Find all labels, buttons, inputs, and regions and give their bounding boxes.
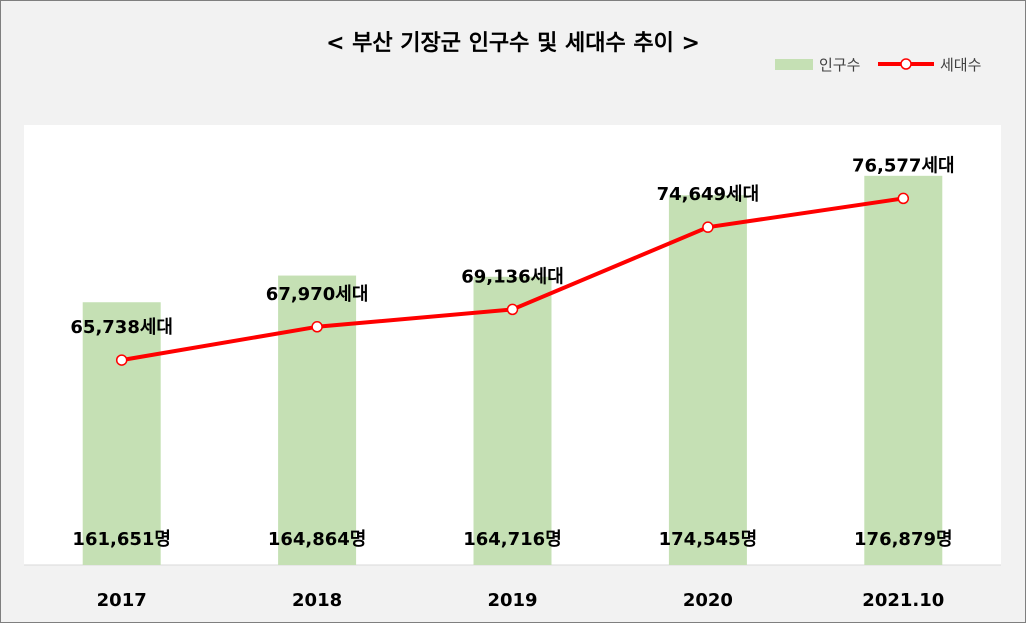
households-label-2020: 74,649세대 xyxy=(657,184,760,205)
bar-label-2017: 161,651명 xyxy=(72,529,171,550)
legend-swatch-population xyxy=(775,59,813,70)
households-label-2017: 65,738세대 xyxy=(70,317,173,338)
bar-label-2019: 164,716명 xyxy=(463,529,562,550)
x-tick-2018: 2018 xyxy=(292,590,342,611)
bar-2018 xyxy=(278,275,357,565)
households-label-2021.10: 76,577세대 xyxy=(852,155,955,176)
bar-2020 xyxy=(668,195,747,566)
bar-2019 xyxy=(473,276,552,565)
households-point-2017 xyxy=(115,354,128,366)
households-label-2018: 67,970세대 xyxy=(266,284,369,305)
legend-label-households: 세대수 xyxy=(940,56,981,74)
households-point-2018 xyxy=(311,321,323,333)
bar-2021.10 xyxy=(864,175,943,565)
legend-marker-households xyxy=(900,58,912,70)
legend-label-population: 인구수 xyxy=(819,56,860,74)
households-point-2020 xyxy=(702,221,714,233)
households-point-2021.10 xyxy=(897,192,910,205)
bar-label-2018: 164,864명 xyxy=(268,529,367,550)
x-tick-2019: 2019 xyxy=(487,590,537,611)
bar-label-2020: 174,545명 xyxy=(659,529,758,550)
x-tick-2017: 2017 xyxy=(97,590,147,611)
households-point-2019 xyxy=(506,303,519,316)
bar-2017 xyxy=(82,302,161,565)
chart-title: < 부산 기장군 인구수 및 세대수 추이 > xyxy=(326,31,700,56)
x-tick-2021.10: 2021.10 xyxy=(862,590,944,611)
x-tick-2020: 2020 xyxy=(683,590,733,611)
bar-label-2021.10: 176,879명 xyxy=(854,529,953,550)
households-label-2019: 69,136세대 xyxy=(461,266,564,287)
